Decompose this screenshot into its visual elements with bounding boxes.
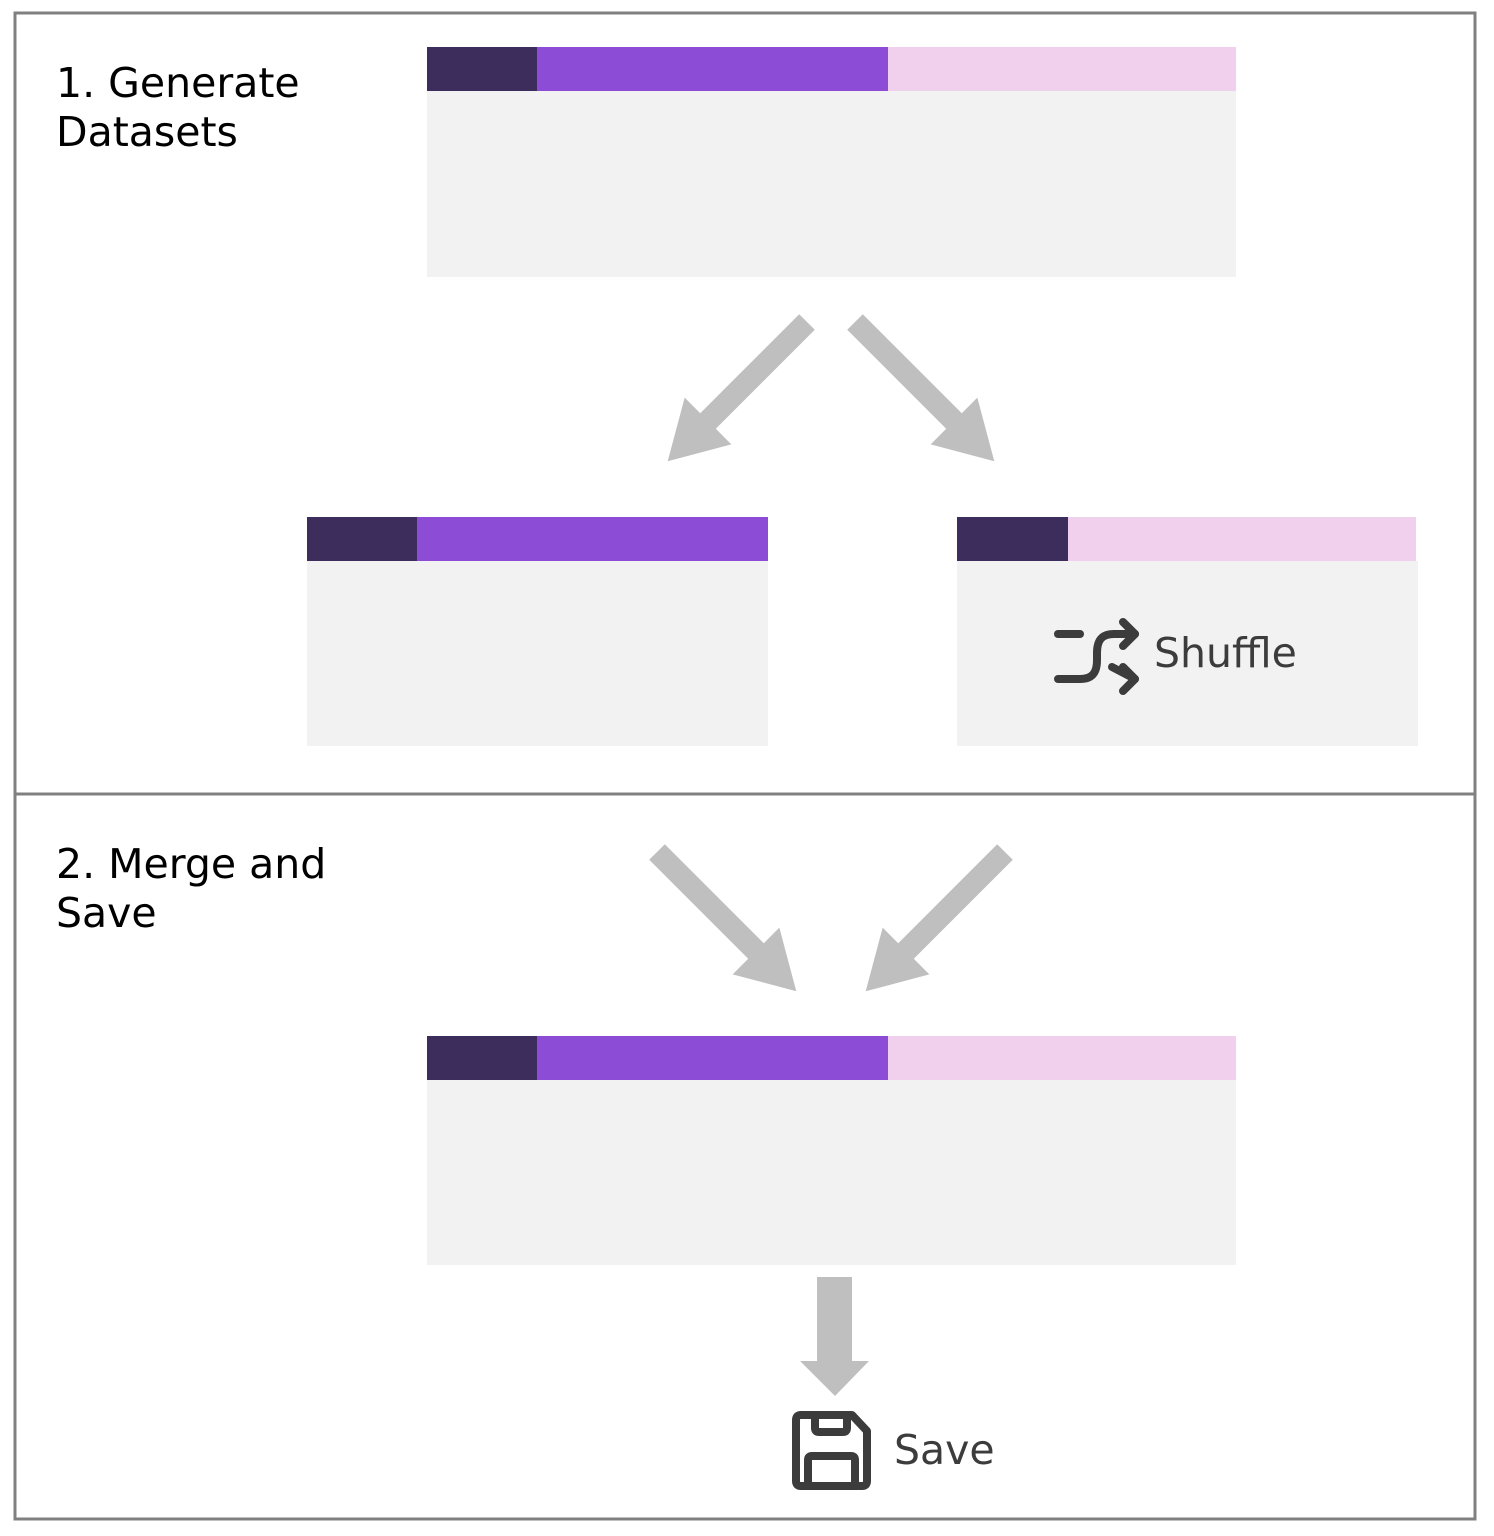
- section-generate-title-line1: 1. Generate: [56, 59, 300, 107]
- table-body: [957, 561, 1418, 746]
- column-purple: [417, 517, 768, 561]
- column-dark: [427, 1036, 537, 1080]
- column-dark: [957, 517, 1068, 561]
- split-arrow-right: [847, 314, 995, 462]
- shuffle-label: Shuffle: [1154, 629, 1297, 677]
- split-arrow-left: [667, 314, 815, 462]
- save-arrow: [800, 1277, 869, 1396]
- section-generate-title-line2: Datasets: [56, 108, 238, 156]
- column-purple: [537, 1036, 888, 1080]
- dataset-table-left: [307, 517, 768, 746]
- floppy-disk-icon: [792, 1411, 871, 1490]
- section-merge-title-line2: Save: [56, 889, 157, 937]
- section-merge-title-line1: 2. Merge and: [56, 840, 326, 888]
- save-label: Save: [894, 1426, 995, 1474]
- section-merge-frame: [13, 792, 1477, 1521]
- table-body: [307, 561, 768, 746]
- dataset-table-merged: [427, 1036, 1236, 1265]
- table-body: [427, 1080, 1236, 1265]
- column-pink: [1068, 517, 1416, 561]
- merge-arrow-right: [865, 844, 1013, 992]
- column-pink: [888, 47, 1236, 91]
- column-dark: [307, 517, 417, 561]
- dataset-table-full: [427, 47, 1236, 277]
- table-body: [427, 91, 1236, 277]
- dataset-table-right: [957, 517, 1418, 746]
- shuffle-icon: [1054, 618, 1139, 695]
- column-dark: [427, 47, 537, 91]
- column-pink: [888, 1036, 1236, 1080]
- merge-arrow-left: [649, 844, 797, 992]
- column-purple: [537, 47, 888, 91]
